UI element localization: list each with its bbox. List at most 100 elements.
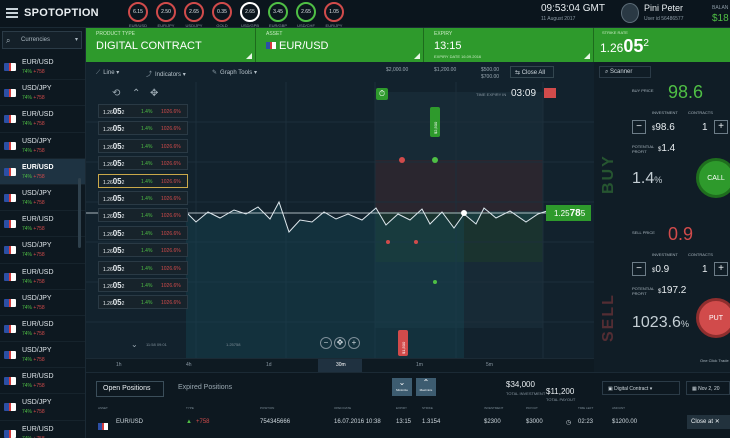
- tab-open-positions[interactable]: Open Positions: [96, 381, 164, 397]
- table-row[interactable]: EUR/USD ▲ +758 754345666 16.07.2016 10:3…: [86, 415, 730, 431]
- sidebar-asset-item[interactable]: USD/JPY 74% +758: [0, 133, 85, 159]
- sidebar-asset-item[interactable]: USD/JPY 74% +758: [0, 290, 85, 316]
- strike-item[interactable]: 1.26052 1.4% 1026.6%: [98, 190, 188, 205]
- buy-contracts-input[interactable]: 1: [702, 122, 708, 133]
- column-header[interactable]: EXPIRY: [396, 406, 407, 410]
- strike-item[interactable]: 1.26052 1.4% 1026.6%: [98, 243, 188, 258]
- column-header[interactable]: ASSET: [98, 406, 108, 410]
- timeframe-4h[interactable]: 4h: [186, 362, 192, 368]
- put-marker[interactable]: [399, 157, 405, 163]
- call-position-marker[interactable]: [430, 107, 440, 137]
- sell-increase-button[interactable]: +: [714, 262, 728, 276]
- strike-item[interactable]: 1.26052 1.4% 1026.6%: [98, 277, 188, 292]
- sidebar-scrollbar[interactable]: [78, 178, 81, 248]
- avatar[interactable]: [621, 3, 639, 23]
- column-header[interactable]: PAYOUT: [526, 406, 538, 410]
- pan-icon[interactable]: ✥: [334, 337, 346, 349]
- currency-filter[interactable]: ⌕ Currencies ▾: [2, 31, 82, 49]
- put-marker[interactable]: [386, 240, 390, 244]
- price-chart[interactable]: $2,500 $1,500 ⟋ Line ▾ ⤴ Indicators ▾ ✎ Gra…: [86, 62, 594, 358]
- strike-item[interactable]: 1.26052 1.4% 1026.6%: [98, 121, 188, 136]
- gauge-item[interactable]: 1.05 EUR/JPY: [322, 2, 346, 28]
- timeframe-5m[interactable]: 5m: [486, 362, 493, 368]
- close-at-button[interactable]: Close at ✕: [687, 415, 730, 429]
- user-name[interactable]: Pini Peter: [644, 3, 684, 13]
- gauge-item[interactable]: 2.65 USD/CHF: [294, 2, 318, 28]
- column-header[interactable]: AMOUNT: [612, 406, 625, 410]
- scanner-button[interactable]: ⌕ Scanner: [599, 66, 651, 78]
- sidebar-asset-item[interactable]: USD/JPY 74% +758: [0, 394, 85, 421]
- buy-investment-input[interactable]: $98.6: [652, 122, 675, 133]
- zoom-out-icon[interactable]: −: [320, 337, 332, 349]
- call-button[interactable]: CALL: [696, 158, 730, 198]
- chart-type-dropdown[interactable]: ⟋ Line ▾: [96, 70, 120, 76]
- sidebar-asset-item[interactable]: EUR/USD 74% +758: [0, 368, 85, 395]
- one-click-trade-link[interactable]: One Click Trade: [700, 358, 729, 363]
- chart-canvas[interactable]: $2,500 $1,500: [86, 62, 594, 358]
- zoom-in-icon[interactable]: +: [348, 337, 360, 349]
- sell-investment-input[interactable]: $0.9: [652, 264, 670, 275]
- gauge-item[interactable]: 6.15 EUR/USD: [126, 2, 150, 28]
- product-filter-select[interactable]: ▣ Digital Contract ▾: [602, 381, 680, 395]
- put-button[interactable]: PUT: [696, 298, 730, 338]
- minimize-button[interactable]: ⌄ Minimize: [392, 378, 412, 396]
- maximize-button[interactable]: ⌃ Maximize: [416, 378, 436, 396]
- graph-tools-dropdown[interactable]: ✎ Graph Tools ▾: [212, 70, 257, 76]
- tab-expired-positions[interactable]: Expired Positions: [178, 384, 233, 391]
- clock-icon[interactable]: ⏱: [376, 88, 388, 100]
- strike-item[interactable]: 1.26052 1.4% 1026.6%: [98, 260, 188, 275]
- indicators-dropdown[interactable]: ⤴ Indicators ▾: [146, 72, 186, 78]
- sidebar-asset-item[interactable]: EUR/USD 74% +758: [0, 106, 85, 133]
- gauge-item[interactable]: 2.65 USD/GPB: [238, 2, 262, 28]
- gauge-item[interactable]: 2.50 EUR/JPY: [154, 2, 178, 28]
- put-marker[interactable]: [414, 240, 418, 244]
- strike-item[interactable]: 1.26052 1.4% 1026.6%: [98, 138, 188, 153]
- buy-increase-button[interactable]: +: [714, 120, 728, 134]
- flag-icon[interactable]: [544, 88, 556, 98]
- expiry-selector[interactable]: EXPIRY 13:15 EXPIRY DATE 16.09.2016: [424, 28, 594, 62]
- strike-item[interactable]: 1.26052 1.4% 1026.6%: [98, 225, 188, 240]
- timeframe-1m[interactable]: 1m: [416, 362, 423, 368]
- column-header[interactable]: OPEN DATE: [334, 406, 352, 410]
- product-type-selector[interactable]: PRODUCT TYPE DIGITAL CONTRACT: [86, 28, 256, 62]
- sidebar-asset-item[interactable]: EUR/USD 74% +758: [0, 158, 85, 185]
- reset-view-icon[interactable]: ⟲: [112, 88, 121, 99]
- strike-item[interactable]: 1.26052 1.4% 1026.6%: [98, 156, 188, 171]
- sidebar-asset-item[interactable]: USD/JPY 74% +758: [0, 237, 85, 264]
- sidebar-asset-item[interactable]: USD/JPY 74% +758: [0, 185, 85, 212]
- close-all-button[interactable]: ⇆ Close All: [510, 66, 554, 78]
- strike-item[interactable]: 1.26052 1.4% 1026.6%: [98, 173, 188, 188]
- put-position-marker[interactable]: [398, 330, 408, 356]
- move-icon[interactable]: ✥: [150, 88, 159, 99]
- timeframe-1h[interactable]: 1h: [116, 362, 122, 368]
- sell-contracts-input[interactable]: 1: [702, 264, 708, 275]
- menu-icon[interactable]: [6, 8, 18, 18]
- sidebar-asset-item[interactable]: EUR/USD 74% +758: [0, 264, 85, 290]
- chevron-down-icon[interactable]: ⌄: [131, 340, 138, 349]
- column-header[interactable]: STRIKE: [422, 406, 433, 410]
- gauge-item[interactable]: 3.45 EUR/GBP: [266, 2, 290, 28]
- date-filter-select[interactable]: ▦ Nov 2, 20: [686, 381, 730, 395]
- gauge-item[interactable]: 2.65 USD/JPY: [182, 2, 206, 28]
- call-marker[interactable]: [433, 280, 437, 284]
- buy-decrease-button[interactable]: −: [632, 120, 646, 134]
- strike-item[interactable]: 1.26052 1.4% 1026.6%: [98, 104, 188, 118]
- strike-item[interactable]: 1.26052 1.4% 1026.6%: [98, 208, 188, 223]
- sell-decrease-button[interactable]: −: [632, 262, 646, 276]
- column-header[interactable]: INVESTMENT: [484, 406, 504, 410]
- sidebar-asset-item[interactable]: EUR/USD 74% +758: [0, 316, 85, 343]
- timeframe-1d[interactable]: 1d: [266, 362, 272, 368]
- gauge-item[interactable]: 0.35 GOLD: [210, 2, 234, 28]
- chevron-up-icon[interactable]: ⌃: [132, 88, 141, 99]
- sidebar-asset-item[interactable]: EUR/USD 74% +758: [0, 54, 85, 81]
- sidebar-asset-item[interactable]: USD/JPY 74% +758: [0, 80, 85, 107]
- column-header[interactable]: POSITION: [260, 406, 275, 410]
- timeframe-30m[interactable]: 30m: [336, 362, 346, 368]
- column-header[interactable]: TIME LEFT: [578, 406, 594, 410]
- asset-selector[interactable]: ASSET EUR/USD: [256, 28, 424, 62]
- strike-item[interactable]: 1.26052 1.4% 1026.6%: [98, 295, 188, 310]
- sidebar-asset-item[interactable]: USD/JPY 74% +758: [0, 342, 85, 369]
- column-header[interactable]: TYPE: [186, 406, 194, 410]
- sidebar-asset-item[interactable]: EUR/USD 74% +758: [0, 211, 85, 238]
- sidebar-asset-item[interactable]: EUR/USD 74% +758: [0, 421, 85, 438]
